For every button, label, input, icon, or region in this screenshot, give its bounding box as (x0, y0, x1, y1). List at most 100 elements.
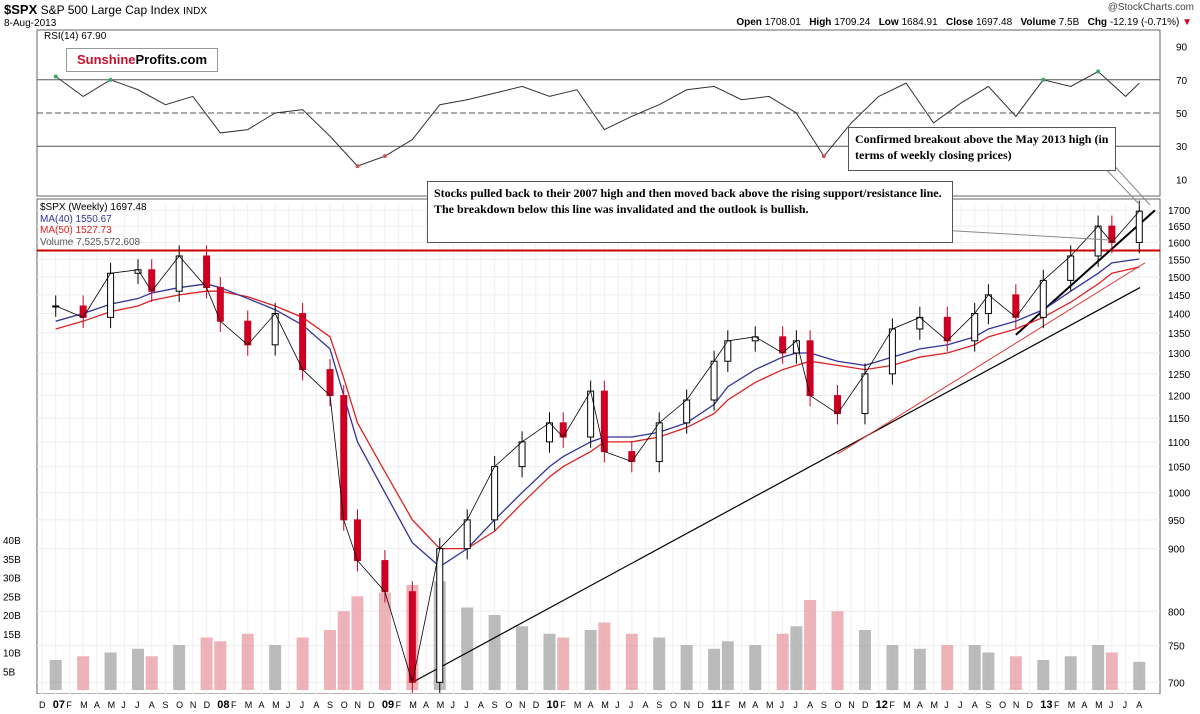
x-tick-0: D (39, 700, 46, 710)
x-tick-59: N (848, 700, 855, 710)
x-tick-14: F (231, 700, 237, 710)
candle-body (408, 591, 416, 683)
price-tick-1050: 1050 (1168, 463, 1191, 474)
candle-body (244, 320, 252, 346)
volume-bar (1092, 645, 1105, 690)
logo-part2: Profits.com (135, 52, 208, 67)
volume-bar (488, 615, 501, 690)
volume-tick-20B: 20B (3, 611, 21, 622)
candle-body (1067, 255, 1075, 281)
volume-tick-40B: 40B (3, 536, 21, 547)
volume-bar (296, 637, 309, 690)
candle-body (587, 390, 595, 438)
candle-body (1094, 225, 1102, 257)
low-value: 1684.91 (901, 17, 938, 28)
volume-bar (941, 645, 954, 690)
candle-body (491, 466, 499, 521)
x-tick-72: D (1027, 700, 1034, 710)
volume-bar (625, 633, 638, 690)
volume-bar (982, 652, 995, 690)
x-tick-34: O (505, 700, 512, 710)
candle-body (326, 369, 334, 397)
candle-body (436, 548, 444, 683)
x-tick-70: O (999, 700, 1006, 710)
candle-body (943, 316, 951, 342)
volume-tick-10B: 10B (3, 649, 21, 660)
price-tick-1200: 1200 (1168, 392, 1191, 403)
volume-bar (77, 656, 90, 690)
volume-bar (1133, 661, 1146, 690)
x-tick-8: A (149, 700, 155, 710)
rsi-extreme-point (382, 154, 387, 159)
rising-support-resistance-line (1015, 209, 1156, 336)
volume-tick-5B: 5B (3, 667, 16, 678)
sunshine-profits-logo[interactable]: SunshineProfits.com (66, 48, 218, 72)
candle-body (1135, 210, 1143, 243)
price-tick-1250: 1250 (1168, 370, 1191, 381)
x-tick-2: F (66, 700, 72, 710)
x-tick-42: J (615, 700, 620, 710)
x-tick-67: J (958, 700, 963, 710)
volume-bar (145, 656, 158, 690)
candle-body (1039, 279, 1047, 318)
volume-bar (1037, 660, 1050, 690)
volume-bar (708, 648, 721, 690)
close-label: Close (945, 17, 974, 28)
annotation-breakout: Confirmed breakout above the May 2013 hi… (848, 127, 1116, 171)
rsi-extreme-point (355, 164, 360, 169)
volume-label: Volume (1020, 17, 1056, 28)
x-tick-16: A (258, 700, 264, 710)
candle-body (381, 560, 389, 593)
volume-bar (461, 607, 474, 690)
volume-bar (598, 622, 611, 690)
x-tick-55: J (793, 700, 798, 710)
price-tick-800: 800 (1168, 607, 1185, 618)
candle-body (518, 441, 526, 468)
volume-bar (790, 626, 803, 690)
volume-bar (543, 633, 556, 690)
candle-body (299, 313, 307, 371)
x-tick-12: D (204, 700, 211, 710)
x-tick-25: 09 (382, 699, 394, 711)
x-tick-64: A (917, 700, 923, 710)
x-tick-24: D (368, 700, 375, 710)
rsi-tick-10: 10 (1176, 175, 1188, 186)
volume-bar (241, 633, 254, 690)
x-tick-53: M (766, 700, 774, 710)
price-tick-1300: 1300 (1168, 349, 1191, 360)
legend-ma40: MA(40) 1550.67 (40, 213, 112, 225)
x-tick-19: J (300, 700, 305, 710)
x-tick-13: 08 (217, 699, 229, 711)
price-tick-1450: 1450 (1168, 291, 1191, 302)
x-tick-66: J (944, 700, 949, 710)
x-tick-5: M (108, 700, 116, 710)
candle-body (79, 305, 87, 318)
candle-body (545, 422, 553, 443)
price-tick-1100: 1100 (1168, 438, 1190, 449)
x-tick-43: J (629, 700, 634, 710)
x-tick-74: F (1054, 700, 1060, 710)
close-path (55, 210, 1140, 683)
x-tick-62: F (889, 700, 895, 710)
x-tick-65: M (931, 700, 939, 710)
price-tick-1500: 1500 (1168, 273, 1191, 284)
volume-bar (584, 630, 597, 690)
x-tick-10: O (176, 700, 183, 710)
candle-body (107, 272, 115, 318)
x-tick-21: S (327, 700, 333, 710)
x-tick-40: A (588, 700, 594, 710)
price-tick-1600: 1600 (1168, 238, 1191, 249)
x-tick-23: N (354, 700, 361, 710)
price-tick-1550: 1550 (1168, 255, 1191, 266)
down-arrow-icon: ▼ (1182, 17, 1192, 28)
x-axis-band (0, 694, 1200, 714)
x-tick-68: A (972, 700, 978, 710)
rising-support-line-red (837, 262, 1146, 455)
chg-value: -12.19 (-0.71%) (1109, 17, 1180, 28)
volume-tick-30B: 30B (3, 574, 21, 585)
x-tick-7: J (135, 700, 140, 710)
stockcharts-watermark[interactable]: @StockCharts.com (1107, 2, 1194, 13)
candle-body (971, 313, 979, 342)
candle-body (888, 328, 896, 375)
price-tick-1400: 1400 (1168, 310, 1191, 321)
